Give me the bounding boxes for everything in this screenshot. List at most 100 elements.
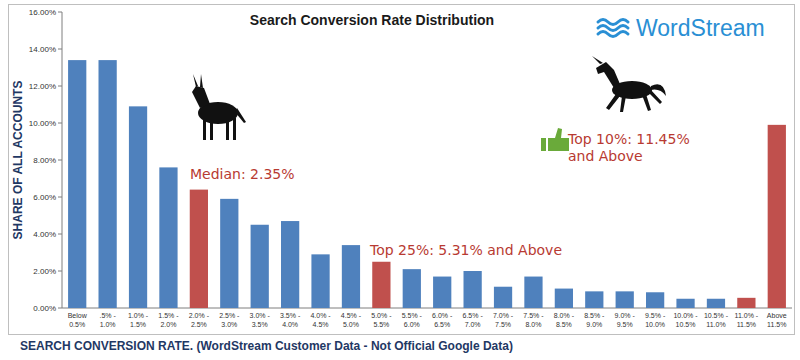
bars xyxy=(68,60,786,308)
x-tick-label-line: 2.5% xyxy=(191,321,207,328)
donkey-tail xyxy=(235,108,246,123)
bar xyxy=(403,269,421,308)
x-tick-label: 1.0% - 1.5% xyxy=(128,312,149,328)
x-tick-label: 1.5% -2.0% xyxy=(158,312,179,328)
bar xyxy=(646,292,664,308)
bar xyxy=(220,199,238,308)
bar xyxy=(99,60,117,308)
donkey-leg xyxy=(210,118,213,140)
x-tick-label-line: 1.5% xyxy=(130,321,146,328)
bar xyxy=(372,262,390,308)
bar xyxy=(616,291,634,308)
x-tick-label: 9.5% - 10.0% xyxy=(645,312,666,328)
x-tick-label: 5.5% - 6.0% xyxy=(402,312,423,328)
x-tick-label: 3.5% - 4.0% xyxy=(280,312,301,328)
y-tick-label: 16.00% xyxy=(29,8,56,17)
y-tick-label: 4.00% xyxy=(33,230,56,239)
y-tick-label: 6.00% xyxy=(33,193,56,202)
x-tick-label-line: 7.0% xyxy=(465,321,481,328)
y-tick xyxy=(58,234,62,235)
title: Search Conversion Rate Distribution xyxy=(250,12,494,28)
x-tick-label-line: 2.5% - xyxy=(219,312,240,319)
y-tick xyxy=(58,197,62,198)
y-label: SHARE OF ALL ACCOUNTS xyxy=(11,81,25,240)
x-tick-label: 10.0% - 10.5% xyxy=(673,312,698,328)
x-tick-label-line: 3.5% - xyxy=(280,312,301,319)
annotation: Median: 2.35% xyxy=(190,166,295,182)
bar xyxy=(129,106,147,308)
donkey-head xyxy=(192,86,210,108)
x-tick-label: Above11.5% xyxy=(767,312,787,328)
x-tick-label-line: 6.5% - xyxy=(463,312,484,319)
bar xyxy=(68,60,86,308)
bar xyxy=(707,299,725,308)
donkey-leg xyxy=(203,118,206,140)
x-tick-label-line: 9.5% - xyxy=(645,312,666,319)
x-tick-label: 2.0% - 2.5% xyxy=(189,312,210,328)
x-tick-label-line: 2.0% - xyxy=(189,312,210,319)
x-tick-label: 11.0% -11.5% xyxy=(735,312,759,328)
logo-wave xyxy=(598,20,628,25)
unicorn-tail xyxy=(651,84,666,96)
x-tick-label-line: 11.0% - xyxy=(735,312,759,319)
x-tick-label-line: 4.0% xyxy=(282,321,298,328)
donkey-icon xyxy=(192,74,246,140)
x-tick-label-line: 5.0% xyxy=(343,321,359,328)
bar xyxy=(190,190,208,308)
x-tick-label: 8.5% - 9.0% xyxy=(584,312,605,328)
x-tick-label: 5.0% -5.5% xyxy=(371,312,392,328)
x-tick-label: 9.0% -9.5% xyxy=(615,312,636,328)
x-tick-label-line: 6.0% xyxy=(404,321,420,328)
x-tick-label: 3.0% -3.5% xyxy=(250,312,271,328)
x-tick-label: Below0.5% xyxy=(68,312,88,328)
bar xyxy=(676,299,694,308)
x-tick-label-line: 5.5% - xyxy=(402,312,423,319)
x-tick-label-line: 10.5% - xyxy=(704,312,729,319)
bar xyxy=(555,289,573,308)
donkey-leg xyxy=(226,118,229,140)
x-tick-label-line: 5.0% - xyxy=(371,312,392,319)
x-tick-label-line: 7.5% - xyxy=(523,312,544,319)
x-tick-label-line: 8.5% - xyxy=(584,312,605,319)
x-tick-label-line: 9.5% xyxy=(617,321,633,328)
bar xyxy=(494,287,512,308)
x-tick-label-line: 8.5% xyxy=(556,321,572,328)
unicorn-legs xyxy=(606,90,662,112)
x-tick-label: 4.0% -4.5% xyxy=(310,312,331,328)
x-tick-label-line: 3.0% xyxy=(221,321,237,328)
logo-wave xyxy=(598,32,628,37)
x-tick-label-line: Below xyxy=(68,312,88,319)
y-tick-label: 12.00% xyxy=(29,82,56,91)
x-tick-label: 10.5% - 11.0% xyxy=(704,312,729,328)
x-tick-label-line: 4.5% xyxy=(313,321,329,328)
x-tick-label: 6.0% -6.5% xyxy=(432,312,453,328)
x-tick-label-line: 10.0% xyxy=(645,321,665,328)
x-tick-label: 8.0% - 8.5% xyxy=(554,312,575,328)
bar xyxy=(342,245,360,308)
annotation: Top 10%: 11.45%and Above xyxy=(567,131,690,164)
x-tick-label-line: 7.0% - xyxy=(493,312,514,319)
bar xyxy=(433,277,451,308)
x-tick-label-line: 1.5% - xyxy=(158,312,179,319)
annotation-line: Median: 2.35% xyxy=(190,166,295,182)
x-tick-label-line: 4.5% - xyxy=(341,312,362,319)
brand: WordStream xyxy=(636,15,765,41)
x-tick-label-line: 8.0% - xyxy=(554,312,575,319)
thumb-cuff xyxy=(541,138,546,151)
annotation-line: Top 25%: 5.31% and Above xyxy=(369,242,562,258)
x-tick-label-line: 10.0% - xyxy=(673,312,698,319)
x-tick-label-line: 3.5% xyxy=(252,321,268,328)
x-tick-label-line: 1.0% xyxy=(100,321,116,328)
annotation: Top 25%: 5.31% and Above xyxy=(369,242,562,258)
x-tick-label-line: 11.0% xyxy=(706,321,725,328)
x-tick-label-line: 1.0% - xyxy=(128,312,149,319)
y-tick-label: 10.00% xyxy=(29,119,56,128)
chart-frame xyxy=(9,5,795,335)
x-tick-label-line: 6.5% xyxy=(434,321,450,328)
donkey-ears xyxy=(193,74,203,88)
x-tick-label: 4.5% - 5.0% xyxy=(341,312,362,328)
x-tick-label-line: 10.5% xyxy=(676,321,696,328)
bar xyxy=(737,298,755,308)
x-tick-label-line: 9.0% xyxy=(586,321,602,328)
x-tick-label-line: Above xyxy=(767,312,787,319)
